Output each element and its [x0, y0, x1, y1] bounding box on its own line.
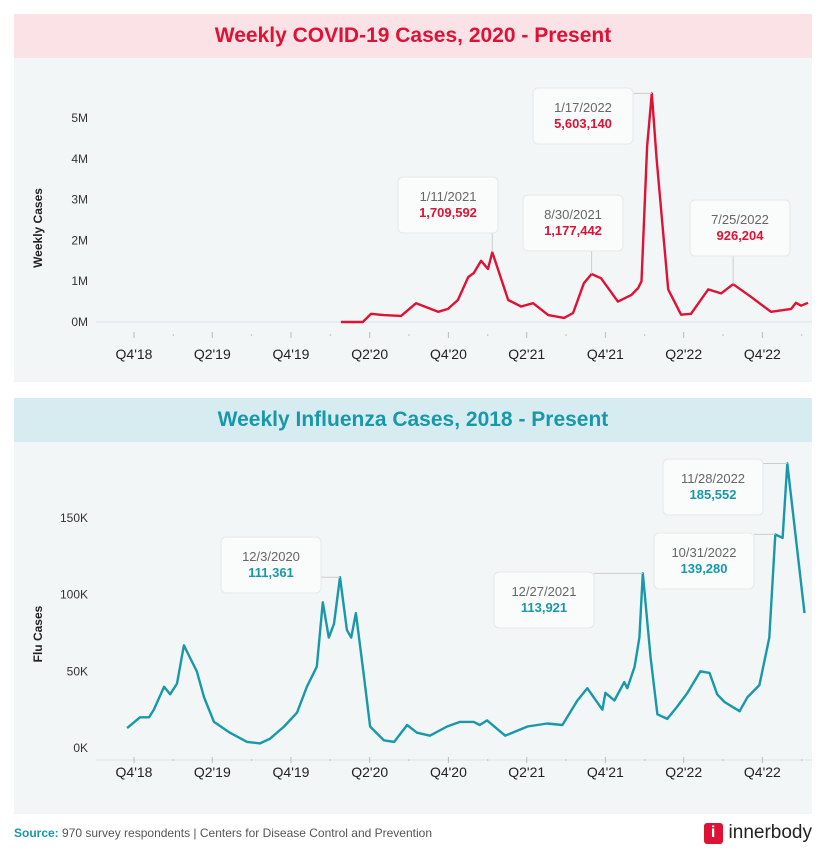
y-tick-label: 4M — [71, 152, 88, 166]
y-tick-label: 1M — [71, 274, 88, 288]
x-minor-tick — [250, 759, 253, 761]
x-tick-label: Q2'19 — [194, 346, 231, 362]
annotation-box — [397, 176, 499, 234]
x-minor-tick — [643, 759, 646, 761]
x-minor-tick — [250, 334, 253, 336]
annotation-date: 12/27/2021 — [511, 584, 576, 599]
y-axis-label: Weekly Cases — [31, 188, 45, 268]
annotation-date: 11/28/2022 — [681, 471, 745, 486]
annotation-date: 1/11/2021 — [420, 189, 477, 204]
x-minor-tick — [329, 759, 332, 761]
x-minor-tick — [722, 334, 724, 336]
annotation-box — [532, 87, 634, 145]
x-minor-tick — [408, 759, 410, 761]
x-minor-tick — [408, 334, 410, 336]
x-tick-label: Q4'22 — [744, 346, 781, 362]
y-tick-label: 0K — [73, 741, 88, 755]
x-tick-label: Q2'19 — [194, 764, 231, 780]
y-tick-label: 50K — [67, 664, 88, 678]
annotation-date: 10/31/2022 — [671, 545, 736, 560]
logo-text: innerbody — [728, 822, 812, 843]
x-tick-label: Q2'22 — [665, 764, 702, 780]
x-minor-tick — [565, 759, 567, 761]
annotation-date: 1/17/2022 — [554, 100, 612, 115]
x-tick-label: Q4'19 — [273, 764, 310, 780]
x-minor-tick — [722, 759, 724, 761]
x-tick-label: Q2'21 — [508, 346, 545, 362]
x-minor-tick — [486, 334, 489, 336]
x-minor-tick — [643, 334, 646, 336]
source-text: 970 survey respondents | Centers for Dis… — [58, 826, 433, 840]
annotation-date: 7/25/2022 — [711, 212, 769, 227]
x-minor-tick — [565, 334, 567, 336]
data-line — [126, 462, 806, 745]
y-tick-label: 0M — [71, 315, 88, 329]
innerbody-logo: i innerbody — [703, 822, 812, 844]
annotation-value: 1,709,592 — [419, 205, 477, 220]
x-tick-label: Q4'18 — [116, 346, 153, 362]
x-tick-label: Q4'21 — [587, 346, 624, 362]
x-minor-tick — [800, 334, 803, 336]
x-minor-tick — [329, 334, 332, 336]
annotation-box — [662, 458, 764, 516]
annotation-box — [522, 194, 624, 252]
x-tick-label: Q4'20 — [430, 346, 467, 362]
annotation-date: 12/3/2020 — [242, 549, 300, 564]
annotation-value: 5,603,140 — [554, 116, 612, 131]
x-tick-label: Q4'18 — [116, 764, 153, 780]
x-tick-label: Q2'22 — [665, 346, 702, 362]
annotation-box — [653, 532, 755, 590]
annotation-value: 185,552 — [690, 487, 737, 502]
flu-chart-title: Weekly Influenza Cases, 2018 - Present — [14, 398, 812, 442]
x-minor-tick — [800, 759, 803, 761]
annotation-date: 8/30/2021 — [544, 207, 602, 222]
y-tick-label: 3M — [71, 193, 88, 207]
x-minor-tick — [172, 759, 175, 761]
y-axis-label: Flu Cases — [31, 605, 45, 662]
x-tick-label: Q2'21 — [508, 764, 545, 780]
source-label: Source: — [14, 826, 59, 840]
covid-chart-title: Weekly COVID-19 Cases, 2020 - Present — [14, 14, 812, 58]
x-minor-tick — [486, 759, 489, 761]
covid-chart: Weekly Cases 0M 1M 2M 3M 4M 5M Q4'18 Q2'19 Q4'19 Q… — [31, 87, 812, 362]
logo-mark-icon: i — [703, 822, 723, 844]
annotation-value: 113,921 — [521, 600, 567, 615]
annotation-box — [220, 536, 322, 594]
annotation-box — [493, 571, 595, 629]
annotation-value: 926,204 — [717, 228, 765, 243]
flu-chart: Flu Cases 0K 50K 100K 150K Q4'18 Q2'19 Q4'19 Q2'… — [31, 458, 812, 780]
y-tick-label: 5M — [71, 111, 88, 125]
annotation-value: 111,361 — [248, 565, 294, 580]
x-tick-label: Q4'20 — [430, 764, 467, 780]
data-line — [340, 92, 809, 324]
annotation-box — [689, 199, 791, 257]
x-tick-label: Q4'22 — [744, 764, 781, 780]
y-tick-label: 150K — [60, 511, 88, 525]
x-tick-label: Q2'20 — [351, 764, 388, 780]
x-tick-label: Q4'19 — [273, 346, 310, 362]
y-tick-label: 2M — [71, 233, 88, 247]
source-footer: Source: 970 survey respondents | Centers… — [14, 826, 432, 840]
x-tick-label: Q4'21 — [587, 764, 624, 780]
x-minor-tick — [172, 334, 175, 336]
annotation-value: 139,280 — [681, 561, 728, 576]
annotation-value: 1,177,442 — [544, 223, 602, 238]
y-tick-label: 100K — [60, 588, 88, 602]
x-tick-label: Q2'20 — [351, 346, 388, 362]
